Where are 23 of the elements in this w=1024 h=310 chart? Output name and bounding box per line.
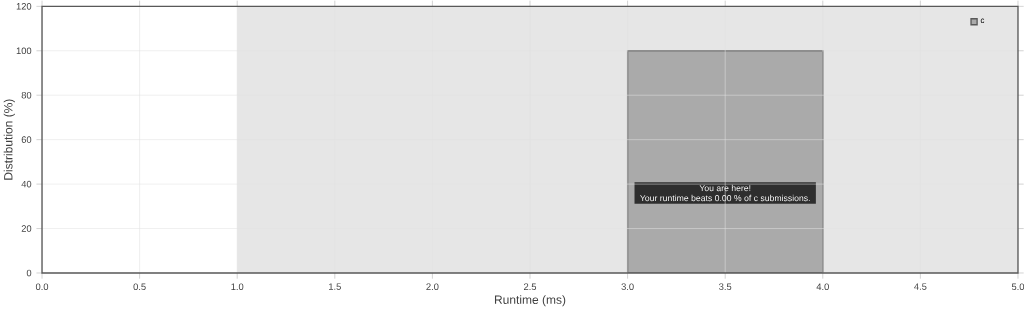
y-tick-label: 20 [21, 225, 32, 232]
x-tick-label: 3.5 [719, 283, 732, 290]
y-tick-label: 80 [21, 91, 32, 99]
y-tick-label: 100 [16, 47, 32, 55]
x-tick-label: 3.0 [621, 283, 634, 290]
x-tick-label: 2.5 [523, 283, 537, 290]
x-axis-title: Runtime (ms) [494, 295, 566, 307]
y-tick-label: 40 [21, 180, 32, 188]
y-axis-title: Distribution (%) [3, 99, 15, 180]
annotation: Your runtime beats 0.00 % of c submissions. [640, 194, 810, 202]
x-tick-label: 4.0 [816, 283, 829, 290]
y-tick-label: 0 [26, 269, 32, 277]
legend-label: c [980, 18, 985, 23]
y-tick-label: 120 [16, 3, 32, 10]
annotation: You are here! [699, 184, 751, 192]
y-tick-label: 60 [21, 136, 32, 143]
x-tick-label: 5.0 [1011, 283, 1024, 290]
x-tick-label: 0.5 [133, 283, 146, 290]
x-tick-label: 1.0 [231, 283, 244, 290]
x-tick-label: 0.0 [35, 283, 49, 290]
x-tick-label: 1.5 [329, 283, 341, 290]
x-tick-label: 2.0 [426, 283, 439, 290]
x-tick-label: 4.5 [914, 283, 927, 290]
